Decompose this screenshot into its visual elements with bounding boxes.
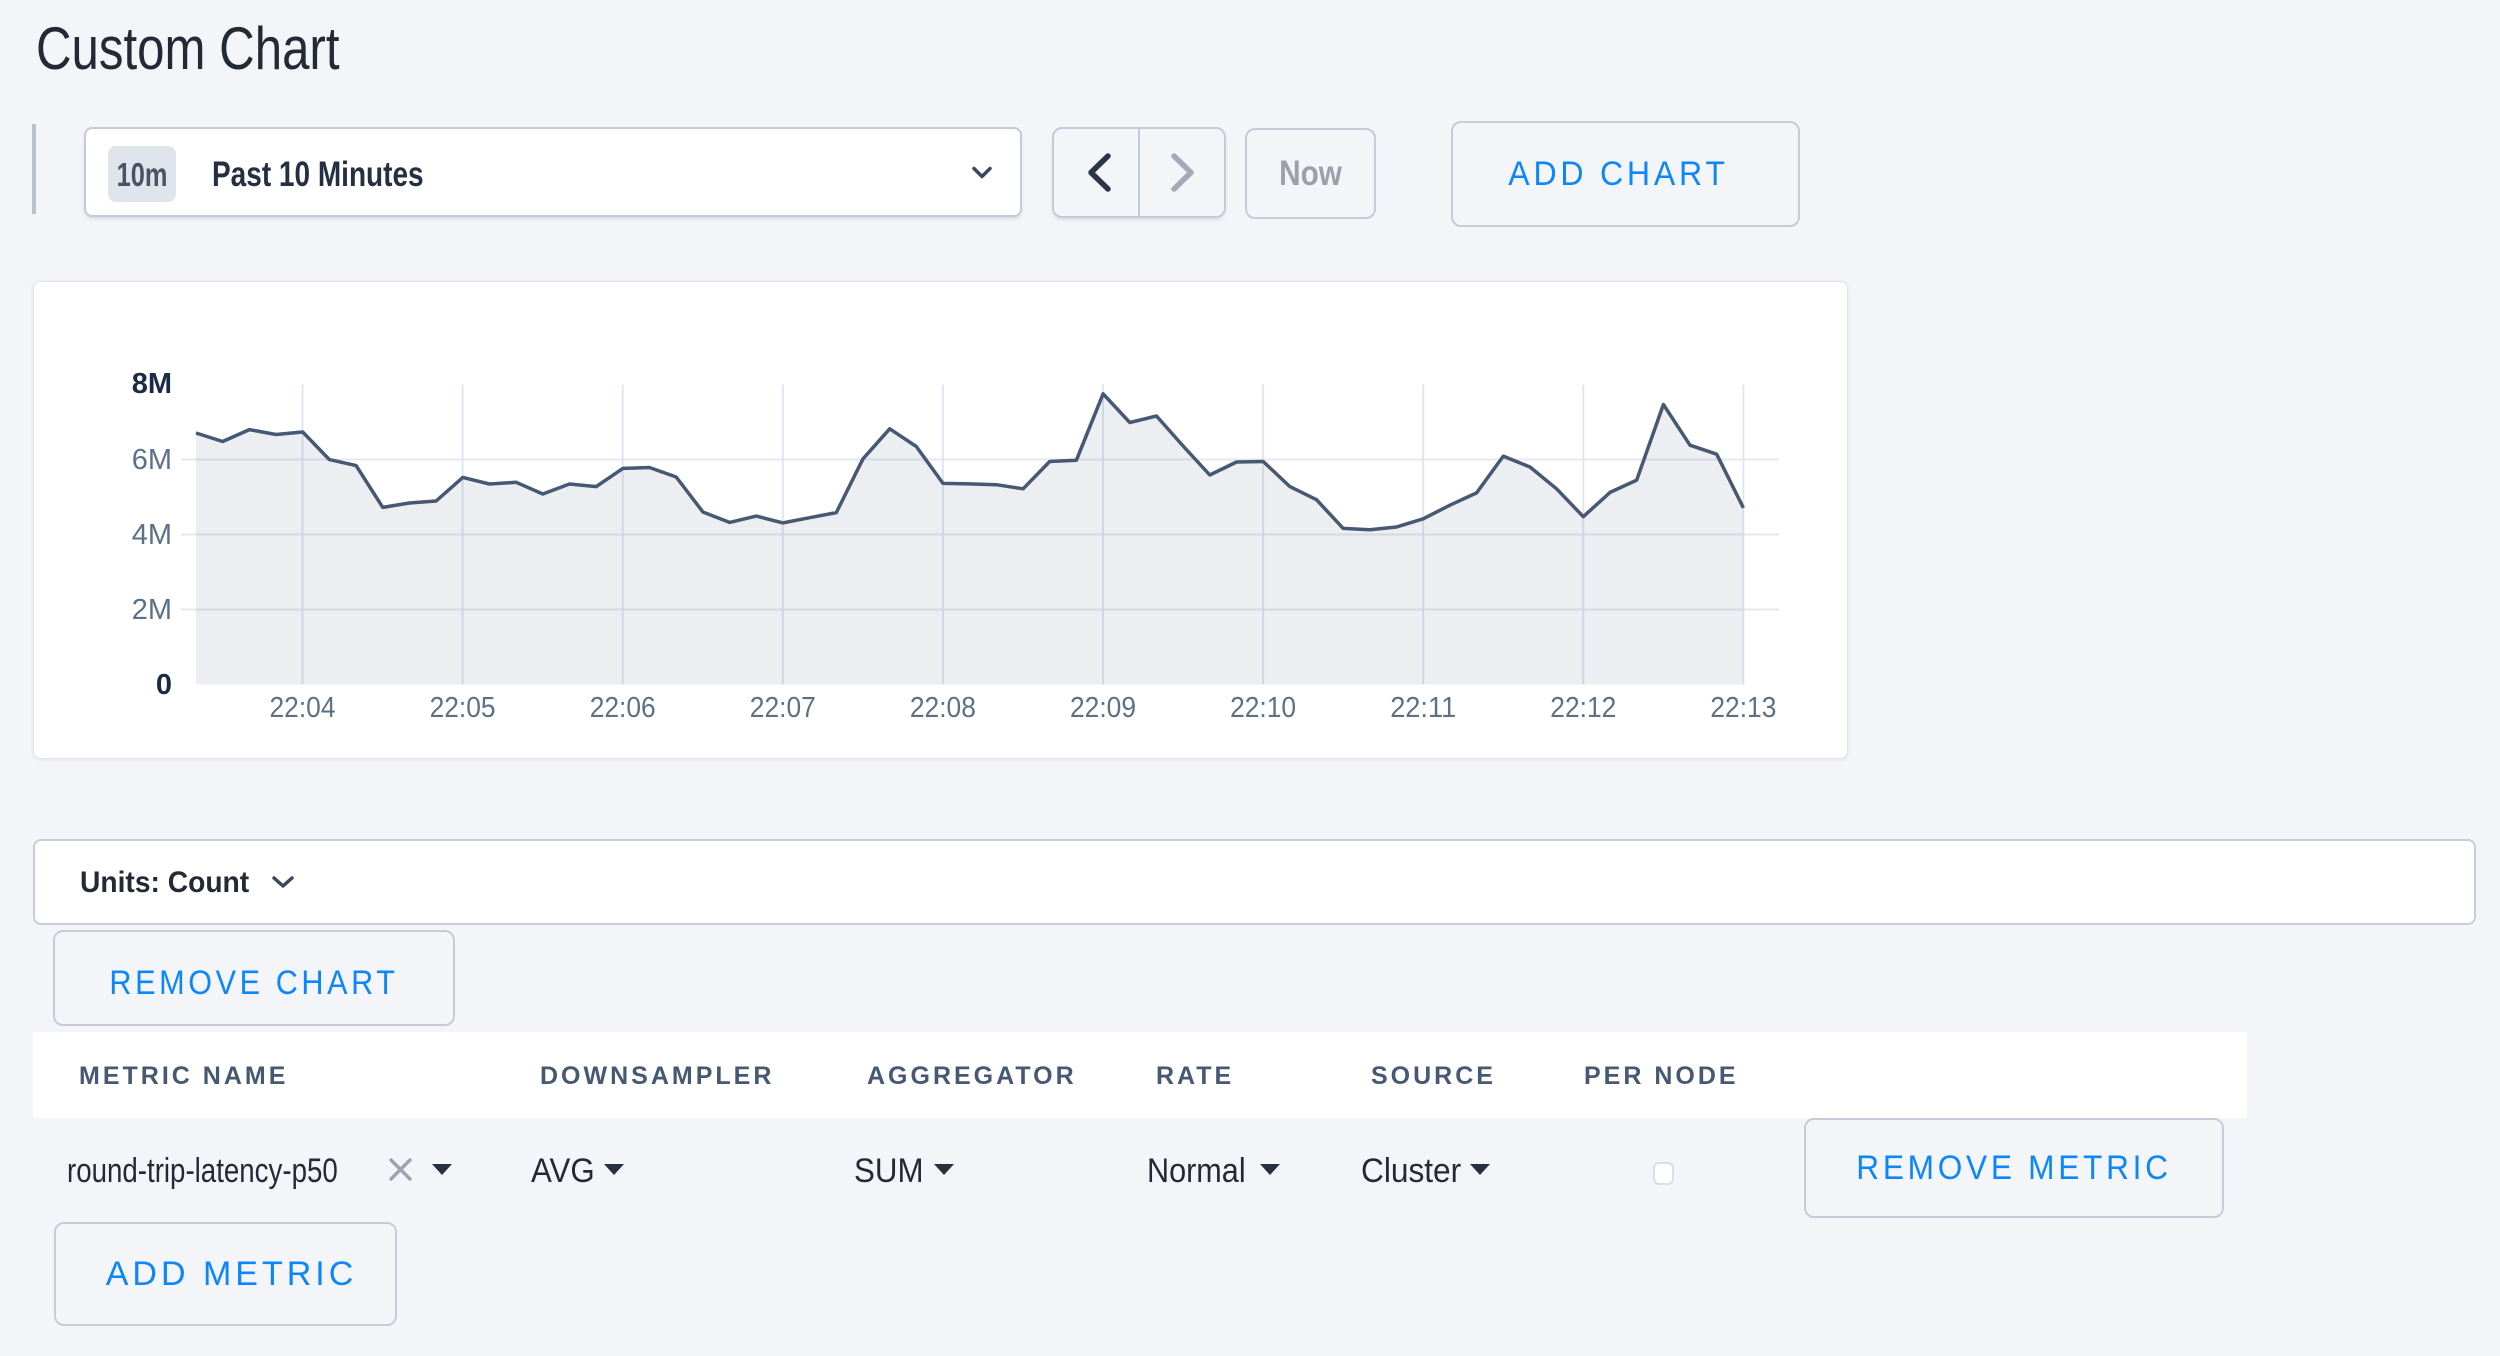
svg-text:0: 0 — [156, 669, 172, 701]
svg-text:22:08: 22:08 — [910, 692, 976, 724]
svg-text:22:09: 22:09 — [1070, 692, 1136, 724]
svg-text:22:05: 22:05 — [430, 692, 496, 724]
svg-text:2M: 2M — [132, 594, 172, 626]
svg-text:4M: 4M — [132, 519, 172, 551]
svg-text:22:06: 22:06 — [590, 692, 656, 724]
svg-text:6M: 6M — [132, 444, 172, 476]
svg-text:8M: 8M — [132, 368, 172, 400]
svg-text:22:12: 22:12 — [1550, 692, 1616, 724]
svg-text:22:07: 22:07 — [750, 692, 816, 724]
svg-text:22:13: 22:13 — [1710, 692, 1776, 724]
svg-text:22:11: 22:11 — [1390, 692, 1456, 724]
svg-text:22:04: 22:04 — [270, 692, 336, 724]
svg-text:22:10: 22:10 — [1230, 692, 1296, 724]
